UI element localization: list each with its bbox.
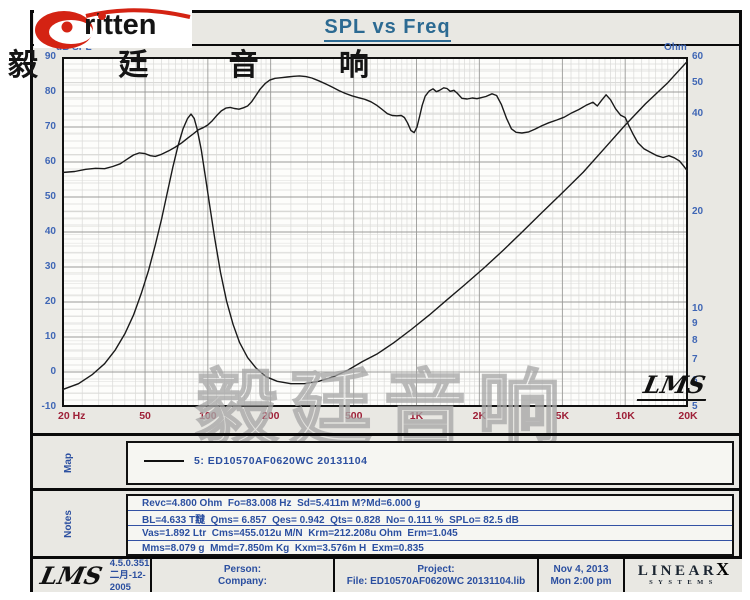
left-tick-70: 70	[44, 121, 56, 132]
footer-date: Nov 4, 2013	[553, 563, 609, 575]
note-line-mms: Mms=8.079 g Mmd=7.850m Kg Kxm=3.576m H E…	[142, 543, 424, 554]
linearx-x-glyph: X	[716, 558, 730, 579]
footer-person-cell: Person: Company:	[152, 559, 335, 592]
brand-chinese-name: 毅 廷 音 响	[8, 49, 406, 82]
footer-linearx-cell: LINEAR X SYSTEMS	[625, 559, 742, 592]
x-tick-20 Hz: 20 Hz	[58, 410, 86, 422]
note-line-bl: BL=4.633 T靆 Qms= 6.857 Qes= 0.942 Qts= 0…	[128, 511, 732, 526]
x-tick-500: 500	[344, 410, 363, 422]
right-tick-40: 40	[692, 108, 704, 120]
title-separator	[33, 44, 742, 46]
right-tick-5: 5	[692, 401, 698, 412]
notes-band-label: Notes	[63, 510, 74, 538]
footer-bar: LMS 4.5.0.351 二月-12-2005 Person: Company…	[33, 556, 742, 593]
x-tick-200: 200	[261, 410, 280, 422]
page-title: SPL vs Freq	[324, 16, 451, 42]
brand-i-dot	[98, 12, 106, 20]
note-line-vas: Vas=1.892 Ltr Cms=455.012u M/N Krm=212.2…	[128, 526, 732, 541]
map-band-label: Map	[63, 453, 74, 473]
left-tick-80: 80	[44, 86, 56, 97]
notes-box: Revc=4.800 Ohm Fo=83.008 Hz Sd=5.411m M?…	[126, 494, 734, 556]
right-tick-7: 7	[692, 353, 698, 365]
notes-top-separator	[33, 488, 742, 491]
left-tick--10: -10	[41, 401, 56, 412]
company-label: Company:	[218, 575, 267, 587]
right-tick-6: 6	[692, 375, 698, 387]
file-label: File: ED10570AF0620WC 20131104.lib	[346, 575, 526, 587]
brand-logo: ritten	[34, 4, 192, 49]
x-tick-10K: 10K	[615, 410, 635, 422]
left-tick-10: 10	[44, 331, 56, 342]
left-tick-20: 20	[44, 296, 56, 307]
left-tick-90: 90	[44, 51, 56, 62]
x-tick-1K: 1K	[409, 410, 424, 422]
left-tick-30: 30	[44, 261, 56, 272]
footer-project-cell: Project: File: ED10570AF0620WC 20131104.…	[335, 559, 539, 592]
logo-swoosh-icon	[35, 8, 191, 49]
plot-area	[61, 56, 689, 408]
person-label: Person:	[223, 563, 262, 575]
footer-date-cell: Nov 4, 2013 Mon 2:00 pm	[539, 559, 625, 592]
x-tick-20K: 20K	[678, 410, 698, 422]
map-top-separator	[33, 433, 742, 436]
right-tick-8: 8	[692, 334, 698, 346]
title-bar: SPL vs Freq	[33, 16, 742, 42]
left-tick-60: 60	[44, 156, 56, 167]
legend-row: 5: ED10570AF0620WC 20131104	[128, 443, 732, 467]
legend-text: 5: ED10570AF0620WC 20131104	[194, 455, 368, 467]
brand-name: ritten	[84, 9, 157, 41]
right-tick-50: 50	[692, 76, 704, 88]
map-legend-box: 5: ED10570AF0620WC 20131104	[126, 441, 734, 485]
right-axis-label: Ohm	[664, 42, 687, 53]
lms-plot-logo: LMS	[636, 370, 713, 401]
right-tick-60: 60	[692, 51, 704, 62]
version-number: 4.5.0.351	[109, 557, 150, 569]
right-tick-10: 10	[692, 303, 704, 315]
right-tick-20: 20	[692, 205, 704, 217]
x-tick-100: 100	[199, 410, 217, 422]
lms-footer-logo: LMS	[38, 560, 105, 590]
right-tick-30: 30	[692, 148, 704, 160]
legend-key-line	[144, 460, 184, 462]
spl-impedance-plot	[61, 56, 689, 408]
linearx-logo: LINEAR X	[637, 558, 730, 579]
curve-spl	[61, 75, 689, 174]
x-tick-50: 50	[139, 410, 151, 422]
project-label: Project:	[417, 563, 455, 575]
left-tick-40: 40	[44, 226, 56, 237]
left-tick-50: 50	[44, 191, 56, 202]
left-tick-0: 0	[50, 366, 56, 377]
right-tick-9: 9	[692, 318, 698, 330]
footer-time: Mon 2:00 pm	[550, 575, 612, 587]
x-tick-2K: 2K	[472, 410, 487, 422]
note-line-revc: Revc=4.800 Ohm Fo=83.008 Hz Sd=5.411m M?…	[128, 496, 732, 511]
footer-version-cell: LMS 4.5.0.351 二月-12-2005	[33, 557, 152, 593]
version-date: 二月-12-2005	[109, 569, 146, 593]
curve-impedance	[61, 60, 689, 391]
linearx-systems-text: SYSTEMS	[649, 578, 718, 586]
watermark-text: 毅廷音响	[195, 363, 573, 456]
x-tick-5K: 5K	[555, 410, 570, 422]
